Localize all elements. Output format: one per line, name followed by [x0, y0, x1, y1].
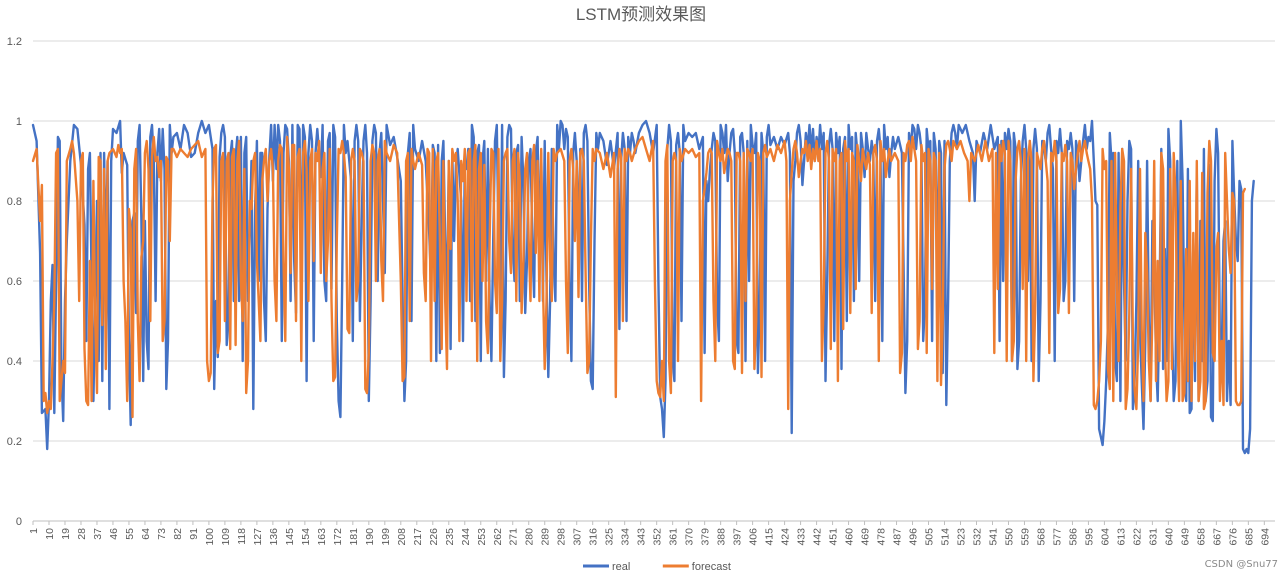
x-tick-label: 388 [716, 528, 728, 546]
x-tick-label: 451 [828, 528, 840, 546]
x-tick-label: 1 [28, 528, 40, 534]
x-tick-label: 523 [956, 528, 968, 546]
x-tick-label: 685 [1243, 528, 1255, 546]
legend: real forecast [583, 561, 731, 573]
series-line-real [31, 119, 1255, 455]
x-tick-label: 640 [1163, 528, 1175, 546]
x-tick-label: 469 [860, 528, 872, 546]
x-tick-label: 622 [1131, 528, 1143, 546]
x-tick-label: 226 [428, 528, 440, 546]
x-tick-label: 37 [92, 528, 104, 540]
x-tick-label: 163 [316, 528, 328, 546]
x-tick-label: 199 [380, 528, 392, 546]
x-tick-label: 118 [236, 528, 248, 545]
x-tick-label: 649 [1179, 528, 1191, 546]
x-tick-label: 145 [284, 528, 296, 546]
x-tick-label: 262 [492, 528, 504, 546]
x-tick-label: 28 [76, 528, 88, 540]
x-tick-label: 505 [924, 528, 936, 546]
x-tick-label: 658 [1195, 528, 1207, 546]
x-tick-label: 82 [172, 528, 184, 540]
y-axis-ticks: 0 0.2 0.4 0.6 0.8 1 1.2 [7, 36, 22, 528]
y-tick-label: 0 [16, 516, 22, 528]
x-tick-label: 424 [780, 528, 792, 546]
x-tick-label: 217 [412, 528, 424, 546]
series-lines [31, 119, 1255, 455]
x-tick-label: 415 [764, 528, 776, 546]
x-tick-label: 406 [748, 528, 760, 546]
x-tick-label: 46 [108, 528, 120, 540]
x-tick-label: 478 [876, 528, 888, 546]
x-tick-label: 235 [444, 528, 456, 546]
legend-label-forecast: forecast [692, 561, 731, 573]
x-tick-label: 298 [556, 528, 568, 546]
y-tick-label: 0.2 [7, 436, 22, 448]
x-tick-label: 127 [252, 528, 264, 546]
x-tick-label: 343 [636, 528, 648, 546]
x-tick-label: 55 [124, 528, 136, 540]
x-tick-label: 10 [44, 528, 56, 540]
y-tick-label: 1 [16, 116, 22, 128]
y-tick-label: 0.8 [7, 196, 22, 208]
x-tick-label: 136 [268, 528, 280, 546]
x-tick-label: 109 [220, 528, 232, 546]
watermark: CSDN @Snu77 [1204, 559, 1278, 570]
x-tick-label: 577 [1051, 528, 1063, 546]
x-tick-label: 586 [1067, 528, 1079, 546]
x-tick-label: 514 [940, 528, 952, 546]
x-tick-label: 172 [332, 528, 344, 546]
x-tick-label: 604 [1099, 528, 1111, 546]
x-tick-label: 19 [60, 528, 72, 540]
x-tick-label: 154 [300, 528, 312, 546]
x-tick-label: 496 [908, 528, 920, 546]
x-tick-label: 208 [396, 528, 408, 546]
x-tick-label: 64 [140, 528, 152, 540]
x-tick-label: 460 [844, 528, 856, 546]
x-tick-label: 379 [700, 528, 712, 546]
x-tick-label: 676 [1227, 528, 1239, 546]
x-tick-label: 541 [987, 528, 999, 546]
x-tick-label: 433 [796, 528, 808, 546]
x-tick-label: 613 [1115, 528, 1127, 546]
x-tick-label: 280 [524, 528, 536, 546]
x-tick-label: 667 [1211, 528, 1223, 546]
x-tick-label: 442 [812, 528, 824, 546]
y-tick-label: 0.4 [7, 356, 22, 368]
y-tick-label: 0.6 [7, 276, 22, 288]
x-tick-label: 397 [732, 528, 744, 546]
x-tick-label: 532 [971, 528, 983, 546]
x-tick-label: 352 [652, 528, 664, 546]
x-tick-label: 370 [684, 528, 696, 546]
x-tick-label: 289 [540, 528, 552, 546]
x-tick-label: 595 [1083, 528, 1095, 546]
x-tick-label: 190 [364, 528, 376, 546]
x-tick-label: 334 [620, 528, 632, 546]
x-tick-label: 307 [572, 528, 584, 546]
y-tick-label: 1.2 [7, 36, 22, 48]
x-tick-label: 181 [348, 528, 360, 546]
x-tick-label: 73 [156, 528, 168, 540]
x-tick-label: 325 [604, 528, 616, 546]
x-tick-label: 550 [1003, 528, 1015, 546]
legend-label-real: real [612, 561, 630, 573]
series-line-forecast [31, 135, 1246, 419]
x-tick-label: 91 [188, 528, 200, 540]
x-tick-label: 559 [1019, 528, 1031, 546]
x-tick-label: 631 [1147, 528, 1159, 546]
x-tick-label: 316 [588, 528, 600, 546]
x-tick-label: 271 [508, 528, 520, 546]
x-tick-label: 487 [892, 528, 904, 546]
chart-title: LSTM预测效果图 [576, 5, 706, 24]
x-tick-label: 100 [204, 528, 216, 546]
x-tick-label: 253 [476, 528, 488, 546]
x-tick-label: 568 [1035, 528, 1047, 546]
x-axis-ticks: 1 10 19 28 37 46 55 64 73 82 91 100 109 118 127 136 145 1… [28, 521, 1271, 546]
x-tick-label: 361 [668, 528, 680, 546]
x-tick-label: 244 [460, 528, 472, 546]
x-tick-label: 694 [1259, 528, 1271, 546]
